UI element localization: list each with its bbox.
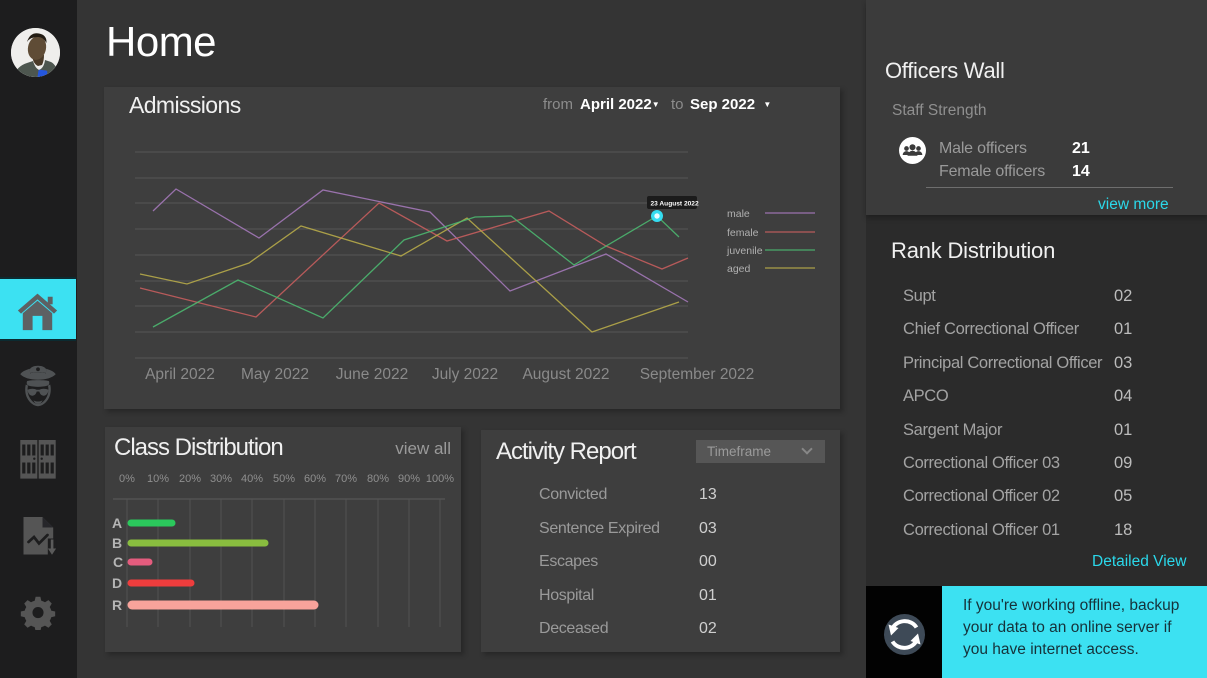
svg-text:60%: 60% — [304, 473, 326, 485]
svg-text:juvenile: juvenile — [726, 245, 763, 257]
svg-text:30%: 30% — [210, 473, 232, 485]
svg-text:23 August 2022: 23 August 2022 — [651, 201, 699, 208]
svg-text:September 2022: September 2022 — [640, 366, 755, 383]
svg-text:August 2022: August 2022 — [522, 366, 609, 383]
svg-text:90%: 90% — [398, 473, 420, 485]
svg-text:100%: 100% — [426, 473, 454, 485]
svg-text:A: A — [112, 515, 122, 531]
svg-text:70%: 70% — [335, 473, 357, 485]
svg-text:aged: aged — [727, 263, 751, 275]
svg-text:July 2022: July 2022 — [432, 366, 498, 383]
svg-text:10%: 10% — [147, 473, 169, 485]
svg-text:June 2022: June 2022 — [336, 366, 408, 383]
svg-text:40%: 40% — [241, 473, 263, 485]
svg-text:May 2022: May 2022 — [241, 366, 309, 383]
svg-text:B: B — [112, 535, 122, 551]
svg-text:C: C — [113, 554, 123, 570]
svg-text:50%: 50% — [273, 473, 295, 485]
svg-text:April 2022: April 2022 — [145, 366, 215, 383]
svg-text:80%: 80% — [367, 473, 389, 485]
svg-text:0%: 0% — [119, 473, 135, 485]
svg-text:female: female — [727, 227, 759, 239]
svg-text:20%: 20% — [179, 473, 201, 485]
svg-text:male: male — [727, 208, 750, 220]
svg-text:R: R — [112, 597, 122, 613]
svg-text:D: D — [112, 575, 122, 591]
